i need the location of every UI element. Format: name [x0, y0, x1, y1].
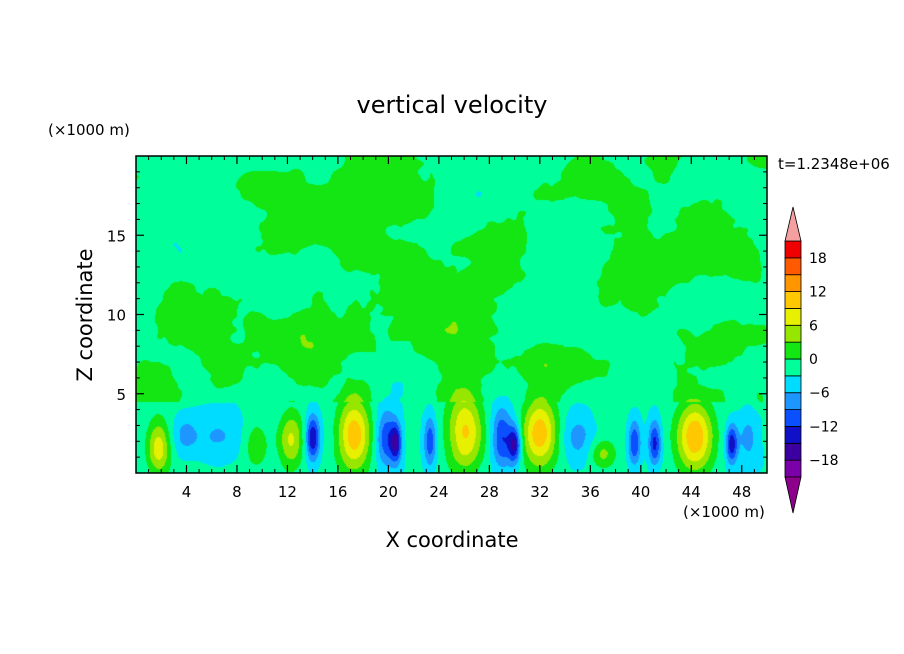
contour-field — [136, 156, 767, 473]
x-tick-label: 44 — [682, 483, 701, 501]
x-tick-label: 4 — [182, 483, 192, 501]
x-tick-label: 16 — [328, 483, 347, 501]
colorbar-segment — [784, 341, 802, 360]
colorbar-tick-label: 12 — [809, 285, 827, 301]
colorbar-segment — [784, 240, 802, 259]
x-tick-label: 36 — [581, 483, 600, 501]
x-tick-label: 20 — [379, 483, 398, 501]
y-tick-label: 10 — [107, 307, 126, 325]
x-tick-label: 28 — [480, 483, 499, 501]
colorbar-tick-label: 0 — [809, 352, 818, 368]
colorbar-over-arrow — [784, 206, 802, 242]
colorbar-segment — [784, 257, 802, 276]
colorbar-tick-label: −18 — [809, 453, 839, 469]
colorbar-under-arrow — [784, 476, 802, 514]
colorbar-segment — [784, 291, 802, 309]
colorbar-tick-label: 18 — [809, 251, 827, 267]
colorbar-segment — [784, 274, 802, 292]
colorbar-segment — [784, 409, 802, 427]
x-tick-label: 12 — [278, 483, 297, 501]
x-tick-label: 40 — [631, 483, 650, 501]
colorbar-segment — [784, 324, 802, 343]
colorbar-segment — [784, 308, 802, 326]
y-tick-label: 15 — [107, 227, 126, 245]
x-axis-label: X coordinate — [385, 528, 518, 552]
y-axis-ticks: 5 10 15 — [107, 171, 767, 458]
y-axis-label: Z coordinate — [73, 248, 97, 381]
x-axis-ticks: 4 8 12 16 20 24 28 32 36 40 44 48 — [148, 156, 755, 501]
colorbar: −18 −12 −6 0 6 12 18 — [784, 206, 839, 514]
colorbar-segment — [784, 392, 802, 410]
colorbar-segment — [784, 459, 802, 478]
colorbar-tick-label: −6 — [809, 386, 830, 402]
colorbar-segment — [784, 375, 802, 394]
x-unit-label: (×1000 m) — [683, 503, 765, 521]
colorbar-tick-label: −12 — [809, 419, 839, 435]
x-tick-label: 48 — [732, 483, 751, 501]
time-label: t=1.2348e+06 — [778, 155, 890, 173]
colorbar-segment — [784, 358, 802, 377]
y-unit-label: (×1000 m) — [48, 121, 130, 139]
colorbar-segment — [784, 426, 802, 444]
colorbar-tick-label: 6 — [809, 318, 818, 334]
contour-field-image — [136, 156, 767, 473]
colorbar-segment — [784, 442, 802, 461]
chart-title: vertical velocity — [357, 91, 548, 119]
y-tick-label: 5 — [116, 386, 126, 404]
x-tick-label: 32 — [530, 483, 549, 501]
x-tick-label: 8 — [232, 483, 242, 501]
x-tick-label: 24 — [429, 483, 448, 501]
